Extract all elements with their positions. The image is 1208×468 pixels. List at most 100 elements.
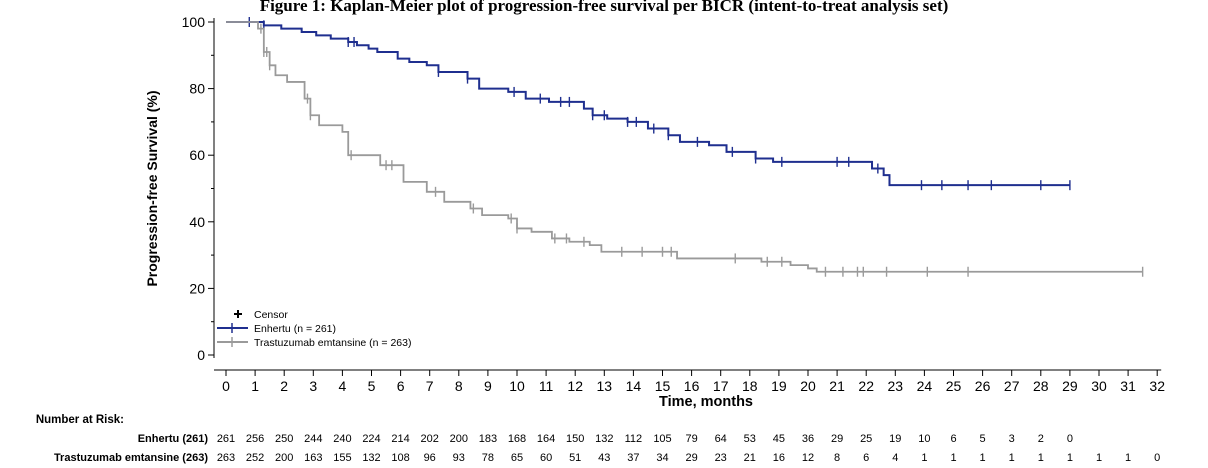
- x-tick-label-5: 5: [368, 378, 376, 394]
- x-tick-label-24: 24: [917, 378, 933, 394]
- legend-censor-icon: [234, 310, 242, 318]
- risk-value: 25: [860, 433, 873, 445]
- x-tick-label-11: 11: [539, 378, 554, 394]
- x-tick-label-22: 22: [858, 378, 874, 394]
- x-tick-label-25: 25: [946, 378, 962, 394]
- y-tick-label-40: 40: [189, 214, 205, 230]
- risk-value: 1: [1008, 452, 1015, 464]
- risk-value: 45: [772, 433, 786, 445]
- x-tick-label-16: 16: [684, 378, 700, 394]
- risk-value: 29: [830, 433, 844, 445]
- risk-value: 214: [391, 433, 410, 445]
- risk-value: 79: [685, 433, 698, 445]
- risk-value: 1: [1095, 452, 1103, 464]
- risk-value: 78: [481, 452, 495, 464]
- risk-value: 21: [743, 452, 756, 464]
- x-tick-label-20: 20: [800, 378, 816, 394]
- risk-value: 5: [979, 433, 986, 445]
- x-tick-label-1: 1: [251, 378, 259, 394]
- risk-value: 168: [507, 433, 527, 445]
- risk-value: 200: [275, 452, 294, 464]
- x-tick-label-26: 26: [975, 378, 991, 394]
- x-tick-label-32: 32: [1149, 378, 1165, 394]
- risk-value: 200: [449, 433, 468, 445]
- x-tick-label-30: 30: [1091, 378, 1107, 394]
- risk-value: 34: [656, 452, 669, 464]
- risk-value: 60: [539, 452, 553, 464]
- risk-value: 0: [1154, 452, 1161, 464]
- x-tick-label-13: 13: [597, 378, 613, 394]
- risk-value: 4: [892, 452, 899, 464]
- y-tick-label-60: 60: [189, 147, 205, 163]
- risk-value: 132: [362, 452, 381, 464]
- risk-value: 263: [216, 452, 236, 464]
- risk-value: 202: [420, 433, 439, 445]
- x-tick-label-31: 31: [1120, 378, 1136, 394]
- risk-value: 108: [391, 452, 410, 464]
- risk-value: 1: [1037, 452, 1044, 464]
- x-tick-label-28: 28: [1033, 378, 1049, 394]
- x-tick-label-6: 6: [397, 378, 405, 394]
- risk-value: 16: [772, 452, 786, 464]
- x-tick-label-9: 9: [484, 378, 492, 394]
- x-tick-label-4: 4: [339, 378, 347, 394]
- risk-value: 43: [598, 452, 611, 464]
- risk-table-header: Number at Risk:: [35, 414, 124, 426]
- risk-value: 53: [743, 433, 756, 445]
- risk-value: 65: [510, 452, 524, 464]
- x-tick-label-15: 15: [655, 378, 671, 394]
- x-tick-label-2: 2: [280, 378, 288, 394]
- risk-value: 261: [216, 433, 236, 445]
- risk-value: 3: [1008, 433, 1015, 445]
- x-axis-label: Time, months: [659, 394, 753, 410]
- risk-value: 1: [1066, 452, 1073, 464]
- series-line-enhertu: [226, 21, 1070, 187]
- x-tick-label-12: 12: [567, 378, 583, 394]
- risk-value: 132: [595, 433, 614, 445]
- risk-value: 2: [1037, 433, 1044, 445]
- y-tick-label-100: 100: [182, 14, 206, 30]
- x-tick-label-17: 17: [713, 378, 729, 394]
- risk-value: 19: [889, 433, 902, 445]
- y-tick-label-0: 0: [197, 347, 205, 363]
- risk-value: 105: [653, 433, 672, 445]
- series-line-trastuzumab: [226, 21, 1143, 273]
- risk-row-label-trastuzumab: Trastuzumab emtansine (263): [53, 452, 208, 464]
- y-tick-label-20: 20: [189, 280, 205, 296]
- risk-value: 164: [536, 433, 556, 445]
- risk-value: 29: [685, 452, 698, 464]
- risk-value: 240: [333, 433, 352, 445]
- risk-value: 96: [423, 452, 436, 464]
- risk-value: 183: [478, 433, 498, 445]
- legend-enhertu-label: Enhertu (n = 261): [254, 323, 336, 335]
- risk-value: 1: [921, 452, 928, 464]
- risk-value: 256: [245, 433, 265, 445]
- x-tick-label-27: 27: [1004, 378, 1020, 394]
- x-tick-label-0: 0: [222, 378, 230, 394]
- x-tick-label-18: 18: [742, 378, 758, 394]
- risk-value: 12: [801, 452, 815, 464]
- x-tick-label-19: 19: [771, 378, 787, 394]
- risk-value: 64: [714, 433, 727, 445]
- x-tick-label-8: 8: [455, 378, 463, 394]
- risk-value: 6: [950, 433, 957, 445]
- x-tick-label-29: 29: [1062, 378, 1078, 394]
- x-tick-label-23: 23: [888, 378, 904, 394]
- risk-value: 155: [333, 452, 352, 464]
- figure-title: Figure 1: Kaplan-Meier plot of progressi…: [259, 0, 949, 15]
- risk-value: 8: [834, 452, 841, 464]
- risk-value: 1: [979, 452, 986, 464]
- risk-value: 36: [801, 433, 815, 445]
- risk-value: 150: [566, 433, 585, 445]
- x-tick-label-3: 3: [309, 378, 317, 394]
- risk-value: 252: [245, 452, 265, 464]
- x-tick-label-7: 7: [426, 378, 434, 394]
- risk-value: 10: [918, 433, 931, 445]
- risk-value: 6: [863, 452, 870, 464]
- legend-censor-label: Censor: [254, 309, 288, 321]
- risk-value: 93: [452, 452, 465, 464]
- risk-value: 37: [627, 452, 640, 464]
- y-tick-label-80: 80: [189, 81, 205, 97]
- x-tick-label-10: 10: [509, 378, 525, 394]
